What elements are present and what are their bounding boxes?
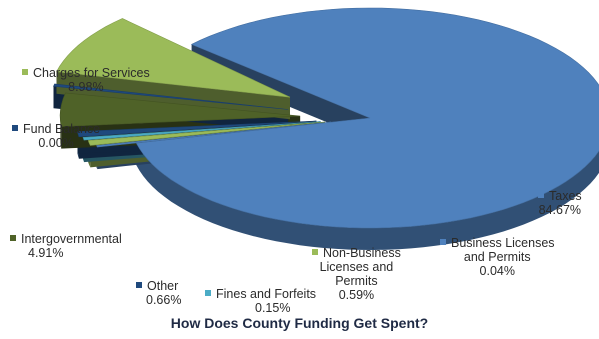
label-nonbusiness-line2: Licenses and xyxy=(319,260,394,274)
pie-slice-other xyxy=(77,120,317,138)
label-nonbusiness-line1: Non-Business xyxy=(323,246,401,260)
pie-slice-side xyxy=(136,143,599,250)
pie-slice-non-business-licenses-and-permits xyxy=(87,121,325,146)
label-other: Other 0.66% xyxy=(136,279,181,307)
label-business-pct: 0.04% xyxy=(479,264,515,278)
pie-slice-fund-balance xyxy=(53,83,289,110)
legend-swatch-nonbusiness xyxy=(312,249,318,255)
label-non-business-licenses: Non-Business Licenses and Permits 0.59% xyxy=(312,246,401,302)
label-fund-name: Fund Balance xyxy=(23,122,101,136)
legend-swatch-charges xyxy=(22,69,28,75)
label-business-line1: Business Licenses xyxy=(451,236,555,250)
label-business-line2: and Permits xyxy=(463,250,531,264)
label-taxes-name: Taxes xyxy=(549,189,582,203)
legend-swatch-taxes xyxy=(538,192,544,198)
label-fines-pct: 0.15% xyxy=(255,301,291,315)
pie-slice-intergovernmental xyxy=(59,92,301,127)
chart-title: How Does County Funding Get Spent? xyxy=(170,315,429,331)
label-nonbusiness-pct: 0.59% xyxy=(338,288,375,302)
label-intergovernmental: Intergovernmental 4.91% xyxy=(10,232,122,260)
label-nonbusiness-line3: Permits xyxy=(335,274,378,288)
pie-slice-face xyxy=(191,44,370,140)
pie-slice-fines-and-forfeits xyxy=(82,121,321,141)
pie-slice-face xyxy=(56,71,290,120)
label-fines-name: Fines and Forfeits xyxy=(216,287,317,301)
pie-slice-taxes xyxy=(135,7,599,229)
legend-swatch-fines xyxy=(205,290,211,296)
label-taxes-pct: 84.67% xyxy=(538,203,582,217)
legend-swatch-other xyxy=(136,282,142,288)
label-intergov-pct: 4.91% xyxy=(28,246,64,260)
pie-slice-business-licenses-and-permits xyxy=(96,121,332,148)
label-charges-name: Charges for Services xyxy=(33,66,150,80)
label-taxes: Taxes 84.67% xyxy=(538,189,582,217)
label-charges-for-services: Charges for Services 8.98% xyxy=(22,66,150,94)
label-other-name: Other xyxy=(147,279,179,293)
label-intergov-name: Intergovernmental xyxy=(21,232,122,246)
label-other-pct: 0.66% xyxy=(146,293,182,307)
pie-slice-charges-for-services xyxy=(56,18,291,98)
pie-slice-side xyxy=(60,121,62,149)
legend-swatch-intergov xyxy=(10,235,16,241)
label-fund-pct: 0.00% xyxy=(38,136,74,150)
label-business-licenses: Business Licenses and Permits 0.04% xyxy=(440,236,555,278)
legend-swatch-business xyxy=(440,239,446,245)
legend-swatch-fund xyxy=(12,125,18,131)
label-fines-and-forfeits: Fines and Forfeits 0.15% xyxy=(205,287,316,315)
label-charges-pct: 8.98% xyxy=(68,80,104,94)
label-fund-balance: Fund Balance 0.00% xyxy=(12,122,100,150)
